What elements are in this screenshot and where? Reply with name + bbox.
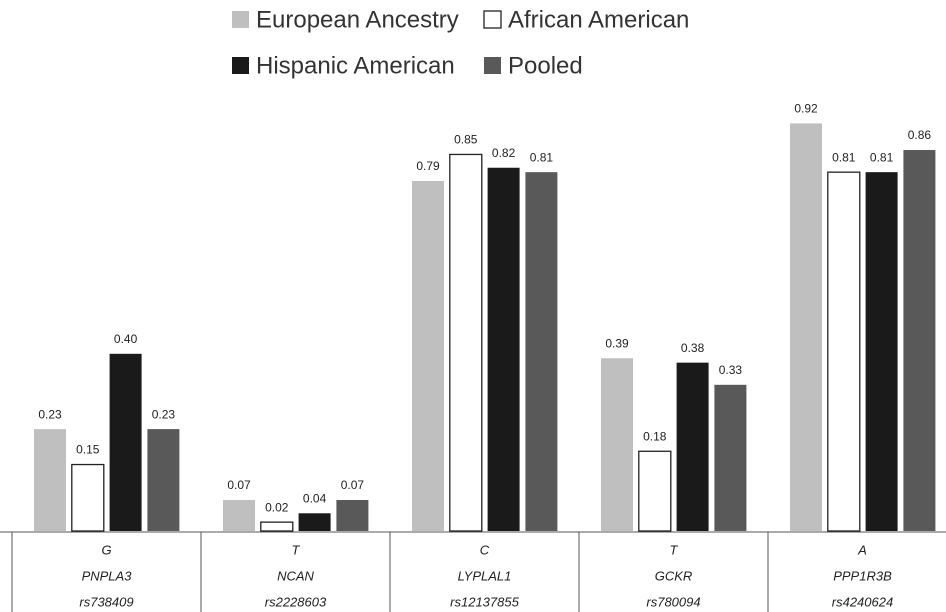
value-label: 0.39 bbox=[605, 336, 629, 350]
x-tick-label: T bbox=[670, 542, 679, 557]
x-tick-label: G bbox=[101, 542, 111, 557]
bar bbox=[865, 172, 898, 532]
value-label: 0.92 bbox=[794, 102, 818, 116]
bar bbox=[714, 384, 747, 531]
legend-swatch bbox=[232, 57, 249, 74]
value-label: 0.23 bbox=[152, 407, 176, 421]
value-label: 0.81 bbox=[870, 150, 894, 164]
x-tick-label: LYPLAL1 bbox=[458, 568, 512, 583]
value-label: 0.81 bbox=[530, 150, 554, 164]
value-label: 0.81 bbox=[832, 150, 856, 164]
legend-label: Hispanic American bbox=[256, 52, 455, 79]
x-tick-label: rs738409 bbox=[79, 594, 133, 609]
legend-label: European Ancestry bbox=[256, 6, 459, 33]
x-tick-label: PPP1R3B bbox=[833, 568, 892, 583]
value-label: 0.86 bbox=[908, 128, 932, 142]
value-label: 0.04 bbox=[303, 491, 327, 505]
legend-label: Pooled bbox=[508, 52, 583, 79]
value-label: 0.07 bbox=[341, 478, 365, 492]
x-tick-label: rs2228603 bbox=[265, 594, 327, 609]
bar bbox=[336, 499, 369, 531]
bar bbox=[34, 429, 66, 531]
bar bbox=[601, 358, 633, 531]
x-tick-label: PNPLA3 bbox=[82, 568, 133, 583]
value-label: 0.40 bbox=[114, 332, 138, 346]
bar bbox=[412, 181, 444, 531]
x-tick-label: GCKR bbox=[655, 568, 693, 583]
x-tick-label: T bbox=[292, 542, 301, 557]
bar bbox=[223, 499, 255, 531]
value-label: 0.38 bbox=[681, 341, 705, 355]
value-label: 0.07 bbox=[227, 478, 251, 492]
value-label: 0.79 bbox=[416, 159, 440, 173]
x-tick-label: rs12137855 bbox=[450, 594, 519, 609]
bar bbox=[487, 167, 520, 532]
value-label: 0.18 bbox=[643, 429, 667, 443]
bar bbox=[525, 172, 558, 532]
bar bbox=[638, 450, 672, 532]
bar bbox=[827, 171, 861, 532]
legend-swatch bbox=[232, 11, 249, 28]
bar bbox=[790, 123, 822, 531]
x-tick-label: rs780094 bbox=[646, 594, 700, 609]
value-label: 0.82 bbox=[492, 146, 516, 160]
value-label: 0.85 bbox=[454, 133, 478, 147]
bar bbox=[71, 463, 105, 532]
bar bbox=[109, 353, 142, 531]
legend-swatch bbox=[484, 57, 501, 74]
x-tick-label: C bbox=[480, 542, 490, 557]
value-label: 0.02 bbox=[265, 500, 289, 514]
x-tick-label: rs4240624 bbox=[832, 594, 893, 609]
bar bbox=[676, 362, 709, 531]
bar bbox=[298, 513, 331, 531]
x-tick-label: A bbox=[857, 542, 867, 557]
value-label: 0.23 bbox=[38, 407, 62, 421]
value-label: 0.15 bbox=[76, 443, 100, 457]
legend-label: African American bbox=[508, 6, 689, 33]
x-tick-label: NCAN bbox=[277, 568, 314, 583]
bar bbox=[903, 150, 936, 531]
value-label: 0.33 bbox=[719, 363, 743, 377]
bar bbox=[449, 153, 483, 532]
legend-swatch bbox=[483, 10, 502, 29]
bar bbox=[147, 429, 180, 531]
bar bbox=[260, 521, 294, 532]
